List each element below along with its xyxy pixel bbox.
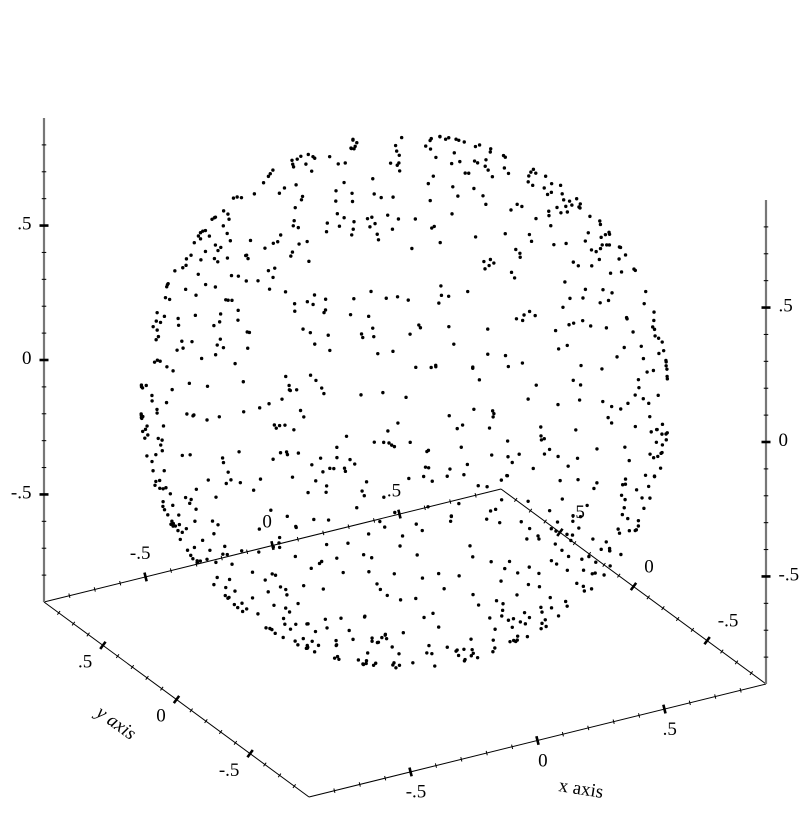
svg-text:0: 0: [156, 706, 166, 727]
svg-text:0: 0: [262, 512, 272, 533]
svg-text:-.5: -.5: [11, 482, 32, 503]
svg-text:0: 0: [538, 750, 548, 771]
svg-text:0: 0: [779, 430, 789, 451]
svg-text:.5: .5: [78, 652, 92, 673]
svg-text:-.5: -.5: [779, 564, 800, 585]
svg-text:-.5: -.5: [219, 760, 240, 781]
svg-text:.5: .5: [571, 502, 585, 523]
svg-text:-.5: -.5: [130, 543, 151, 564]
svg-text:-.5: -.5: [718, 611, 739, 632]
svg-text:.5: .5: [17, 214, 31, 235]
svg-text:.5: .5: [387, 480, 401, 501]
svg-text:0: 0: [644, 556, 654, 577]
svg-text:.5: .5: [663, 719, 677, 740]
svg-text:.5: .5: [779, 296, 793, 317]
svg-text:0: 0: [22, 348, 32, 369]
svg-text:-.5: -.5: [406, 782, 427, 803]
